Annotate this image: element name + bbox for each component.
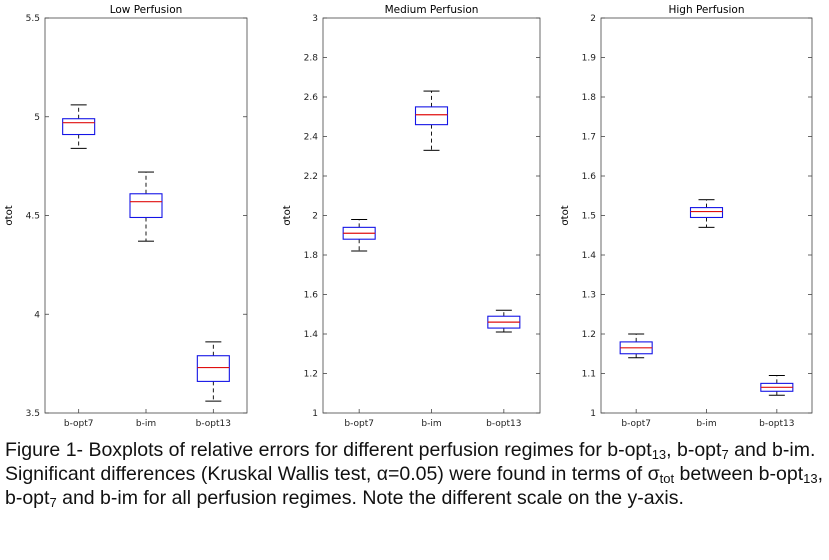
x-tick-label: b-opt13 <box>196 419 231 429</box>
y-tick-label: 1.5 <box>582 212 596 222</box>
y-tick-label: 1.9 <box>582 54 597 64</box>
x-tick-label: b-opt13 <box>759 419 794 429</box>
y-tick-label: 2.4 <box>304 133 319 143</box>
caption-sub-1: 13 <box>651 447 667 462</box>
caption-sub-4: 13 <box>803 471 818 486</box>
y-tick-label: 1.8 <box>304 251 319 261</box>
y-tick-label: 1.4 <box>304 330 319 340</box>
y-tick-label: 5 <box>34 113 40 123</box>
box-b-opt7 <box>619 333 653 359</box>
y-tick-label: 2.6 <box>304 93 319 103</box>
y-tick-label: 1.7 <box>582 133 596 143</box>
x-tick-label: b-opt7 <box>64 419 94 429</box>
box-b-opt13 <box>487 309 521 333</box>
x-tick-label: b-im <box>136 419 156 429</box>
y-tick-label: 1.8 <box>582 93 597 103</box>
y-axis-label: σtot <box>282 205 293 225</box>
iqr-box <box>414 106 449 126</box>
caption-text-2: , b-opt <box>666 439 722 461</box>
y-tick-label: 1.4 <box>582 251 597 261</box>
y-tick-label: 1.1 <box>582 370 596 380</box>
figure-caption: Figure 1- Boxplots of relative errors fo… <box>5 438 825 510</box>
box-b-opt7 <box>342 218 376 252</box>
box-b-opt13 <box>760 374 794 396</box>
x-tick-label: b-im <box>421 419 441 429</box>
chart-panel-3: High Perfusion 1 1.1 1.2 1.3 1.4 1.5 1.6 1.7 1.8 1… <box>560 4 813 429</box>
caption-sub-3: tot <box>659 471 675 486</box>
x-tick-label: b-im <box>696 419 716 429</box>
box-b-im <box>414 90 449 151</box>
chart-panel-2: Medium Perfusion 1 1.2 1.4 1.6 1.8 2 2.2 2.4 2.6 2… <box>282 4 541 429</box>
y-tick-label: 2 <box>312 212 318 222</box>
caption-text-3: and b-im. Significant differences (Krusk… <box>5 439 816 485</box>
caption-text-1: Figure 1- Boxplots of relative errors fo… <box>5 439 652 461</box>
caption-text-6: and b-im for all perfusion regimes. Note… <box>56 487 684 509</box>
y-tick-label: 2.8 <box>304 54 319 64</box>
iqr-box <box>196 355 230 382</box>
x-tick-label: b-opt13 <box>486 419 521 429</box>
iqr-box <box>129 193 163 219</box>
y-tick-label: 2 <box>590 14 596 24</box>
caption-sub-2: 7 <box>721 447 729 462</box>
y-axis-label: σtot <box>4 205 15 225</box>
x-tick-label: b-opt7 <box>344 419 374 429</box>
chart-panel-1: Low Perfusion 3.5 4 4.5 5 5.5 σtot b-opt7 b-im b-… <box>4 4 248 429</box>
box-b-opt7 <box>62 104 96 149</box>
boxplot-figure: Low Perfusion 3.5 4 4.5 5 5.5 σtot b-opt7 b-im b-… <box>4 4 813 429</box>
y-tick-label: 1.6 <box>304 291 319 301</box>
y-tick-label: 3.5 <box>26 409 40 419</box>
caption-text-4: between b-opt <box>674 463 804 485</box>
box-b-im <box>129 171 163 242</box>
chart-title: Low Perfusion <box>110 4 183 16</box>
box-b-im <box>689 199 724 228</box>
chart-title: High Perfusion <box>668 4 744 16</box>
box-b-opt13 <box>196 341 230 402</box>
y-tick-label: 1 <box>590 409 596 419</box>
iqr-box <box>689 207 724 219</box>
iqr-box <box>62 118 96 136</box>
y-axis-label: σtot <box>560 205 571 225</box>
axes-frame <box>322 17 541 414</box>
y-tick-label: 4.5 <box>26 212 40 222</box>
y-tick-label: 1.3 <box>582 291 596 301</box>
y-tick-label: 2.2 <box>304 172 318 182</box>
chart-title: Medium Perfusion <box>385 4 479 16</box>
y-tick-label: 1.2 <box>304 370 318 380</box>
y-tick-label: 5.5 <box>26 14 40 24</box>
y-tick-label: 4 <box>34 310 40 320</box>
x-tick-label: b-opt7 <box>621 419 651 429</box>
caption-text-5: , b-opt <box>5 463 824 509</box>
y-tick-label: 1.2 <box>582 330 596 340</box>
y-tick-label: 1 <box>312 409 318 419</box>
y-tick-label: 1.6 <box>582 172 597 182</box>
axes-frame <box>44 17 248 414</box>
caption-sub-5: 7 <box>49 495 57 510</box>
y-tick-label: 3 <box>312 14 318 24</box>
